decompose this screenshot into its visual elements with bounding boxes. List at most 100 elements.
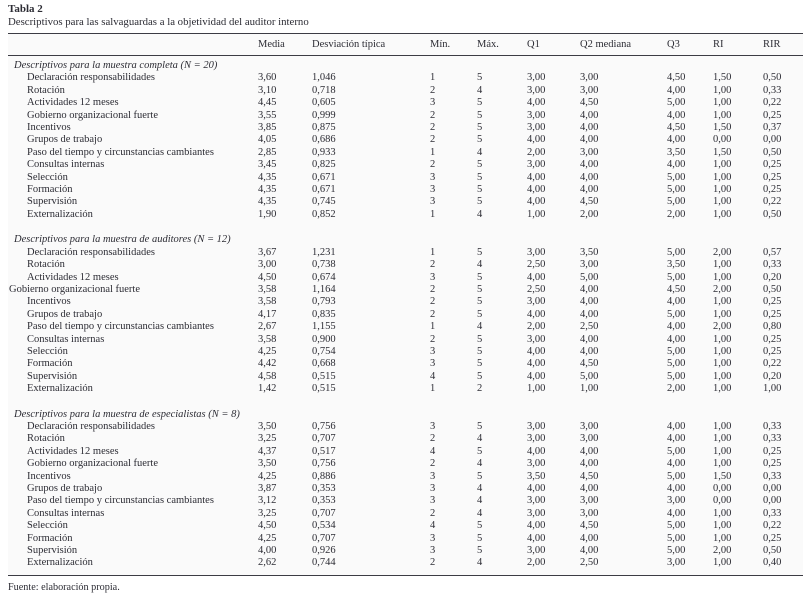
cell-value: 3,50 bbox=[527, 470, 546, 482]
spacer bbox=[8, 221, 803, 234]
cell-value: 0,25 bbox=[763, 184, 782, 196]
table-row: Grupos de trabajo 3,87 0,353 3 4 4,00 4,00 4,00… bbox=[8, 483, 803, 495]
row-label: Rotación bbox=[27, 433, 65, 445]
cell-value: 0,33 bbox=[763, 470, 782, 482]
cell-value: 0,353 bbox=[312, 495, 336, 507]
cell-value: 2,50 bbox=[527, 259, 546, 271]
cell-value: 3,00 bbox=[527, 433, 546, 445]
cell-value: 2 bbox=[430, 283, 436, 295]
row-label: Externalización bbox=[27, 557, 93, 569]
cell-value: 3,50 bbox=[667, 146, 686, 158]
row-label: Gobierno organizacional fuerte bbox=[9, 283, 140, 295]
cell-value: 4 bbox=[477, 507, 483, 519]
cell-value: 1,50 bbox=[713, 122, 732, 134]
cell-value: 4,00 bbox=[580, 184, 599, 196]
row-label: Actividades 12 meses bbox=[27, 271, 119, 283]
cell-value: 4,00 bbox=[527, 345, 546, 357]
table-row: Declaración responsabilidades 3,50 0,756 3 5… bbox=[8, 421, 803, 433]
cell-value: 0,517 bbox=[312, 445, 336, 457]
cell-value: 4,00 bbox=[580, 545, 599, 557]
table-row: Incentivos 3,85 0,875 2 5 3,00 4,00 4,50 1,50 0,3… bbox=[8, 122, 803, 134]
cell-value: 4 bbox=[477, 458, 483, 470]
cell-value: 3,50 bbox=[258, 458, 277, 470]
cell-value: 0,671 bbox=[312, 184, 336, 196]
cell-value: 5,00 bbox=[667, 370, 686, 382]
row-label: Incentivos bbox=[27, 122, 71, 134]
cell-value: 4,00 bbox=[580, 122, 599, 134]
table-row: Consultas internas 3,58 0,900 2 5 3,00 4,00 4,0… bbox=[8, 334, 803, 346]
table-row: Gobierno organizacional fuerte 3,55 0,999 2… bbox=[8, 110, 803, 122]
cell-value: 3,00 bbox=[580, 507, 599, 519]
cell-value: 4,00 bbox=[580, 458, 599, 470]
cell-value: 1,00 bbox=[713, 458, 732, 470]
cell-value: 5 bbox=[477, 97, 483, 109]
section-header-row: Descriptivos para la muestra de auditore… bbox=[8, 234, 803, 246]
cell-value: 1,00 bbox=[713, 507, 732, 519]
cell-value: 5,00 bbox=[667, 308, 686, 320]
cell-value: 4 bbox=[477, 146, 483, 158]
cell-value: 4,00 bbox=[667, 296, 686, 308]
cell-value: 0,50 bbox=[763, 208, 782, 220]
cell-value: 4,35 bbox=[258, 184, 277, 196]
cell-value: 4,00 bbox=[667, 458, 686, 470]
table-row: Incentivos 4,25 0,886 3 5 3,50 4,50 5,00 1,50 0,3… bbox=[8, 471, 803, 483]
cell-value: 3,50 bbox=[667, 259, 686, 271]
row-label: Selección bbox=[27, 345, 68, 357]
cell-value: 3 bbox=[430, 171, 436, 183]
cell-value: 2,00 bbox=[527, 146, 546, 158]
cell-value: 2 bbox=[430, 122, 436, 134]
cell-value: 5 bbox=[477, 358, 483, 370]
cell-value: 0,37 bbox=[763, 122, 782, 134]
cell-value: 4,45 bbox=[258, 97, 277, 109]
cell-value: 4 bbox=[430, 445, 436, 457]
cell-value: 1 bbox=[430, 383, 436, 395]
cell-value: 1 bbox=[430, 146, 436, 158]
cell-value: 1,231 bbox=[312, 246, 336, 258]
table-row: Grupos de trabajo 4,05 0,686 2 5 4,00 4,00 4,00… bbox=[8, 134, 803, 146]
cell-value: 0,605 bbox=[312, 97, 336, 109]
table-row: Paso del tiempo y circunstancias cambian… bbox=[8, 147, 803, 159]
cell-value: 4,00 bbox=[580, 445, 599, 457]
row-label: Formación bbox=[27, 532, 73, 544]
cell-value: 2,62 bbox=[258, 557, 277, 569]
cell-value: 1,164 bbox=[312, 283, 336, 295]
cell-value: 5,00 bbox=[580, 271, 599, 283]
cell-value: 4 bbox=[477, 483, 483, 494]
table-row: Declaración responsabilidades 3,60 1,046 1 5… bbox=[8, 72, 803, 84]
cell-value: 0,25 bbox=[763, 109, 782, 121]
cell-value: 1,00 bbox=[713, 420, 732, 432]
cell-value: 0,25 bbox=[763, 159, 782, 171]
cell-value: 4,00 bbox=[667, 84, 686, 96]
cell-value: 4 bbox=[477, 259, 483, 271]
cell-value: 4,25 bbox=[258, 532, 277, 544]
cell-value: 4,00 bbox=[527, 308, 546, 320]
cell-value: 4,17 bbox=[258, 308, 277, 320]
cell-value: 3,00 bbox=[527, 333, 546, 345]
cell-value: 3,00 bbox=[527, 545, 546, 557]
cell-value: 4,00 bbox=[580, 134, 599, 146]
cell-value: 1,00 bbox=[713, 520, 732, 532]
cell-value: 1,00 bbox=[713, 345, 732, 357]
row-label: Consultas internas bbox=[27, 159, 105, 171]
cell-value: 3,12 bbox=[258, 495, 277, 507]
cell-value: 5 bbox=[477, 159, 483, 171]
cell-value: 3 bbox=[430, 184, 436, 196]
cell-value: 4,00 bbox=[580, 308, 599, 320]
cell-value: 5 bbox=[477, 445, 483, 457]
cell-value: 4,00 bbox=[527, 532, 546, 544]
cell-value: 3,00 bbox=[527, 159, 546, 171]
row-label: Consultas internas bbox=[27, 333, 105, 345]
cell-value: 5,00 bbox=[580, 370, 599, 382]
cell-value: 5,00 bbox=[667, 196, 686, 208]
cell-value: 2,00 bbox=[667, 208, 686, 220]
section-header-row: Descriptivos para la muestra de especial… bbox=[8, 409, 803, 421]
table-row: Consultas internas 3,25 0,707 2 4 3,00 3,00 4,0… bbox=[8, 508, 803, 520]
cell-value: 1,00 bbox=[713, 333, 732, 345]
cell-value: 0,756 bbox=[312, 458, 336, 470]
cell-value: 4,35 bbox=[258, 171, 277, 183]
cell-value: 3,00 bbox=[580, 146, 599, 158]
cell-value: 2,00 bbox=[713, 283, 732, 295]
cell-value: 0,57 bbox=[763, 246, 782, 258]
cell-value: 0,686 bbox=[312, 134, 336, 146]
cell-value: 0,718 bbox=[312, 84, 336, 96]
